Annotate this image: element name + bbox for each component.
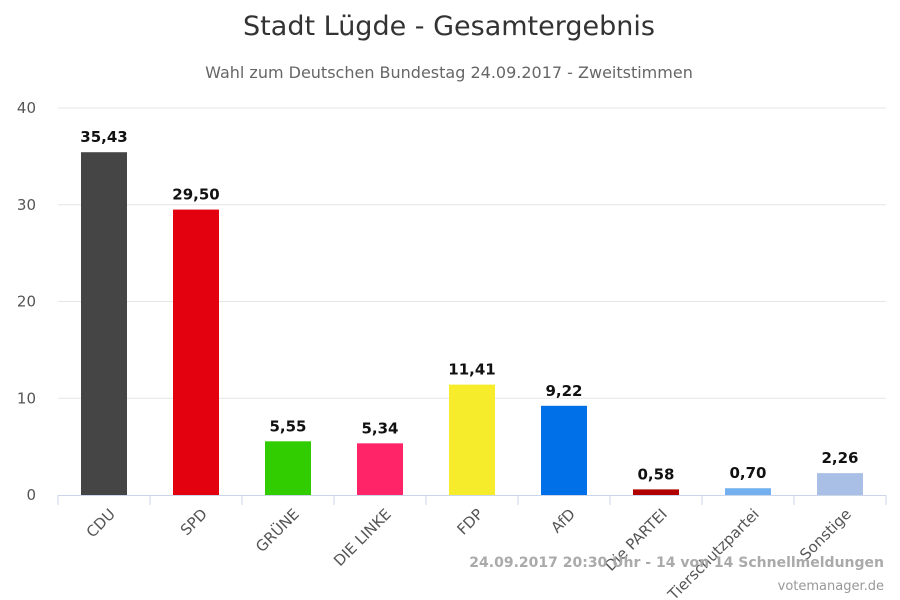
- y-axis: 0 10 20 30 40: [17, 99, 36, 504]
- bar[interactable]: [81, 152, 127, 495]
- data-labels: 35,43 29,50 5,55 5,34 11,41 9,22 0,58 0,70 2,26: [80, 128, 858, 483]
- x-tick-label: AfD: [547, 505, 579, 537]
- bar[interactable]: [633, 489, 679, 495]
- data-label: 0,70: [729, 464, 766, 482]
- data-label: 5,34: [361, 419, 398, 437]
- chart-title: Stadt Lügde - Gesamtergebnis: [243, 11, 655, 42]
- bars: [81, 152, 863, 495]
- x-tick-label: DIE LINKE: [330, 505, 395, 570]
- data-label: 9,22: [545, 382, 582, 400]
- bar[interactable]: [449, 384, 495, 495]
- data-label: 5,55: [269, 417, 306, 435]
- y-tick-label: 0: [26, 486, 36, 504]
- x-tick-label: Tierschutzpartei: [664, 505, 763, 600]
- data-label: 0,58: [637, 465, 674, 483]
- x-tick-label: FDP: [453, 505, 486, 538]
- bar[interactable]: [173, 209, 219, 495]
- bar[interactable]: [541, 405, 587, 495]
- footer-status: 24.09.2017 20:30 Uhr - 14 von 14 Schnell…: [469, 555, 884, 571]
- bar[interactable]: [357, 443, 403, 495]
- bar[interactable]: [265, 441, 311, 495]
- y-tick-label: 20: [17, 293, 36, 311]
- x-tick-label: GRÜNE: [251, 504, 302, 555]
- footer-credit[interactable]: votemanager.de: [778, 579, 884, 594]
- bar[interactable]: [817, 473, 863, 495]
- y-tick-label: 30: [17, 196, 36, 214]
- data-label: 35,43: [80, 128, 127, 146]
- x-tick-label: CDU: [83, 505, 119, 541]
- data-label: 29,50: [172, 186, 219, 204]
- x-axis-labels: CDU SPD GRÜNE DIE LINKE FDP AfD Die PARTEITier…: [83, 504, 855, 600]
- data-label: 11,41: [448, 361, 495, 379]
- x-axis: [57, 495, 887, 505]
- data-label: 2,26: [821, 449, 858, 467]
- x-tick-label: SPD: [177, 505, 211, 539]
- y-tick-label: 10: [17, 389, 36, 407]
- bar[interactable]: [725, 488, 771, 495]
- chart-subtitle: Wahl zum Deutschen Bundestag 24.09.2017 …: [205, 63, 693, 82]
- y-tick-label: 40: [17, 99, 36, 117]
